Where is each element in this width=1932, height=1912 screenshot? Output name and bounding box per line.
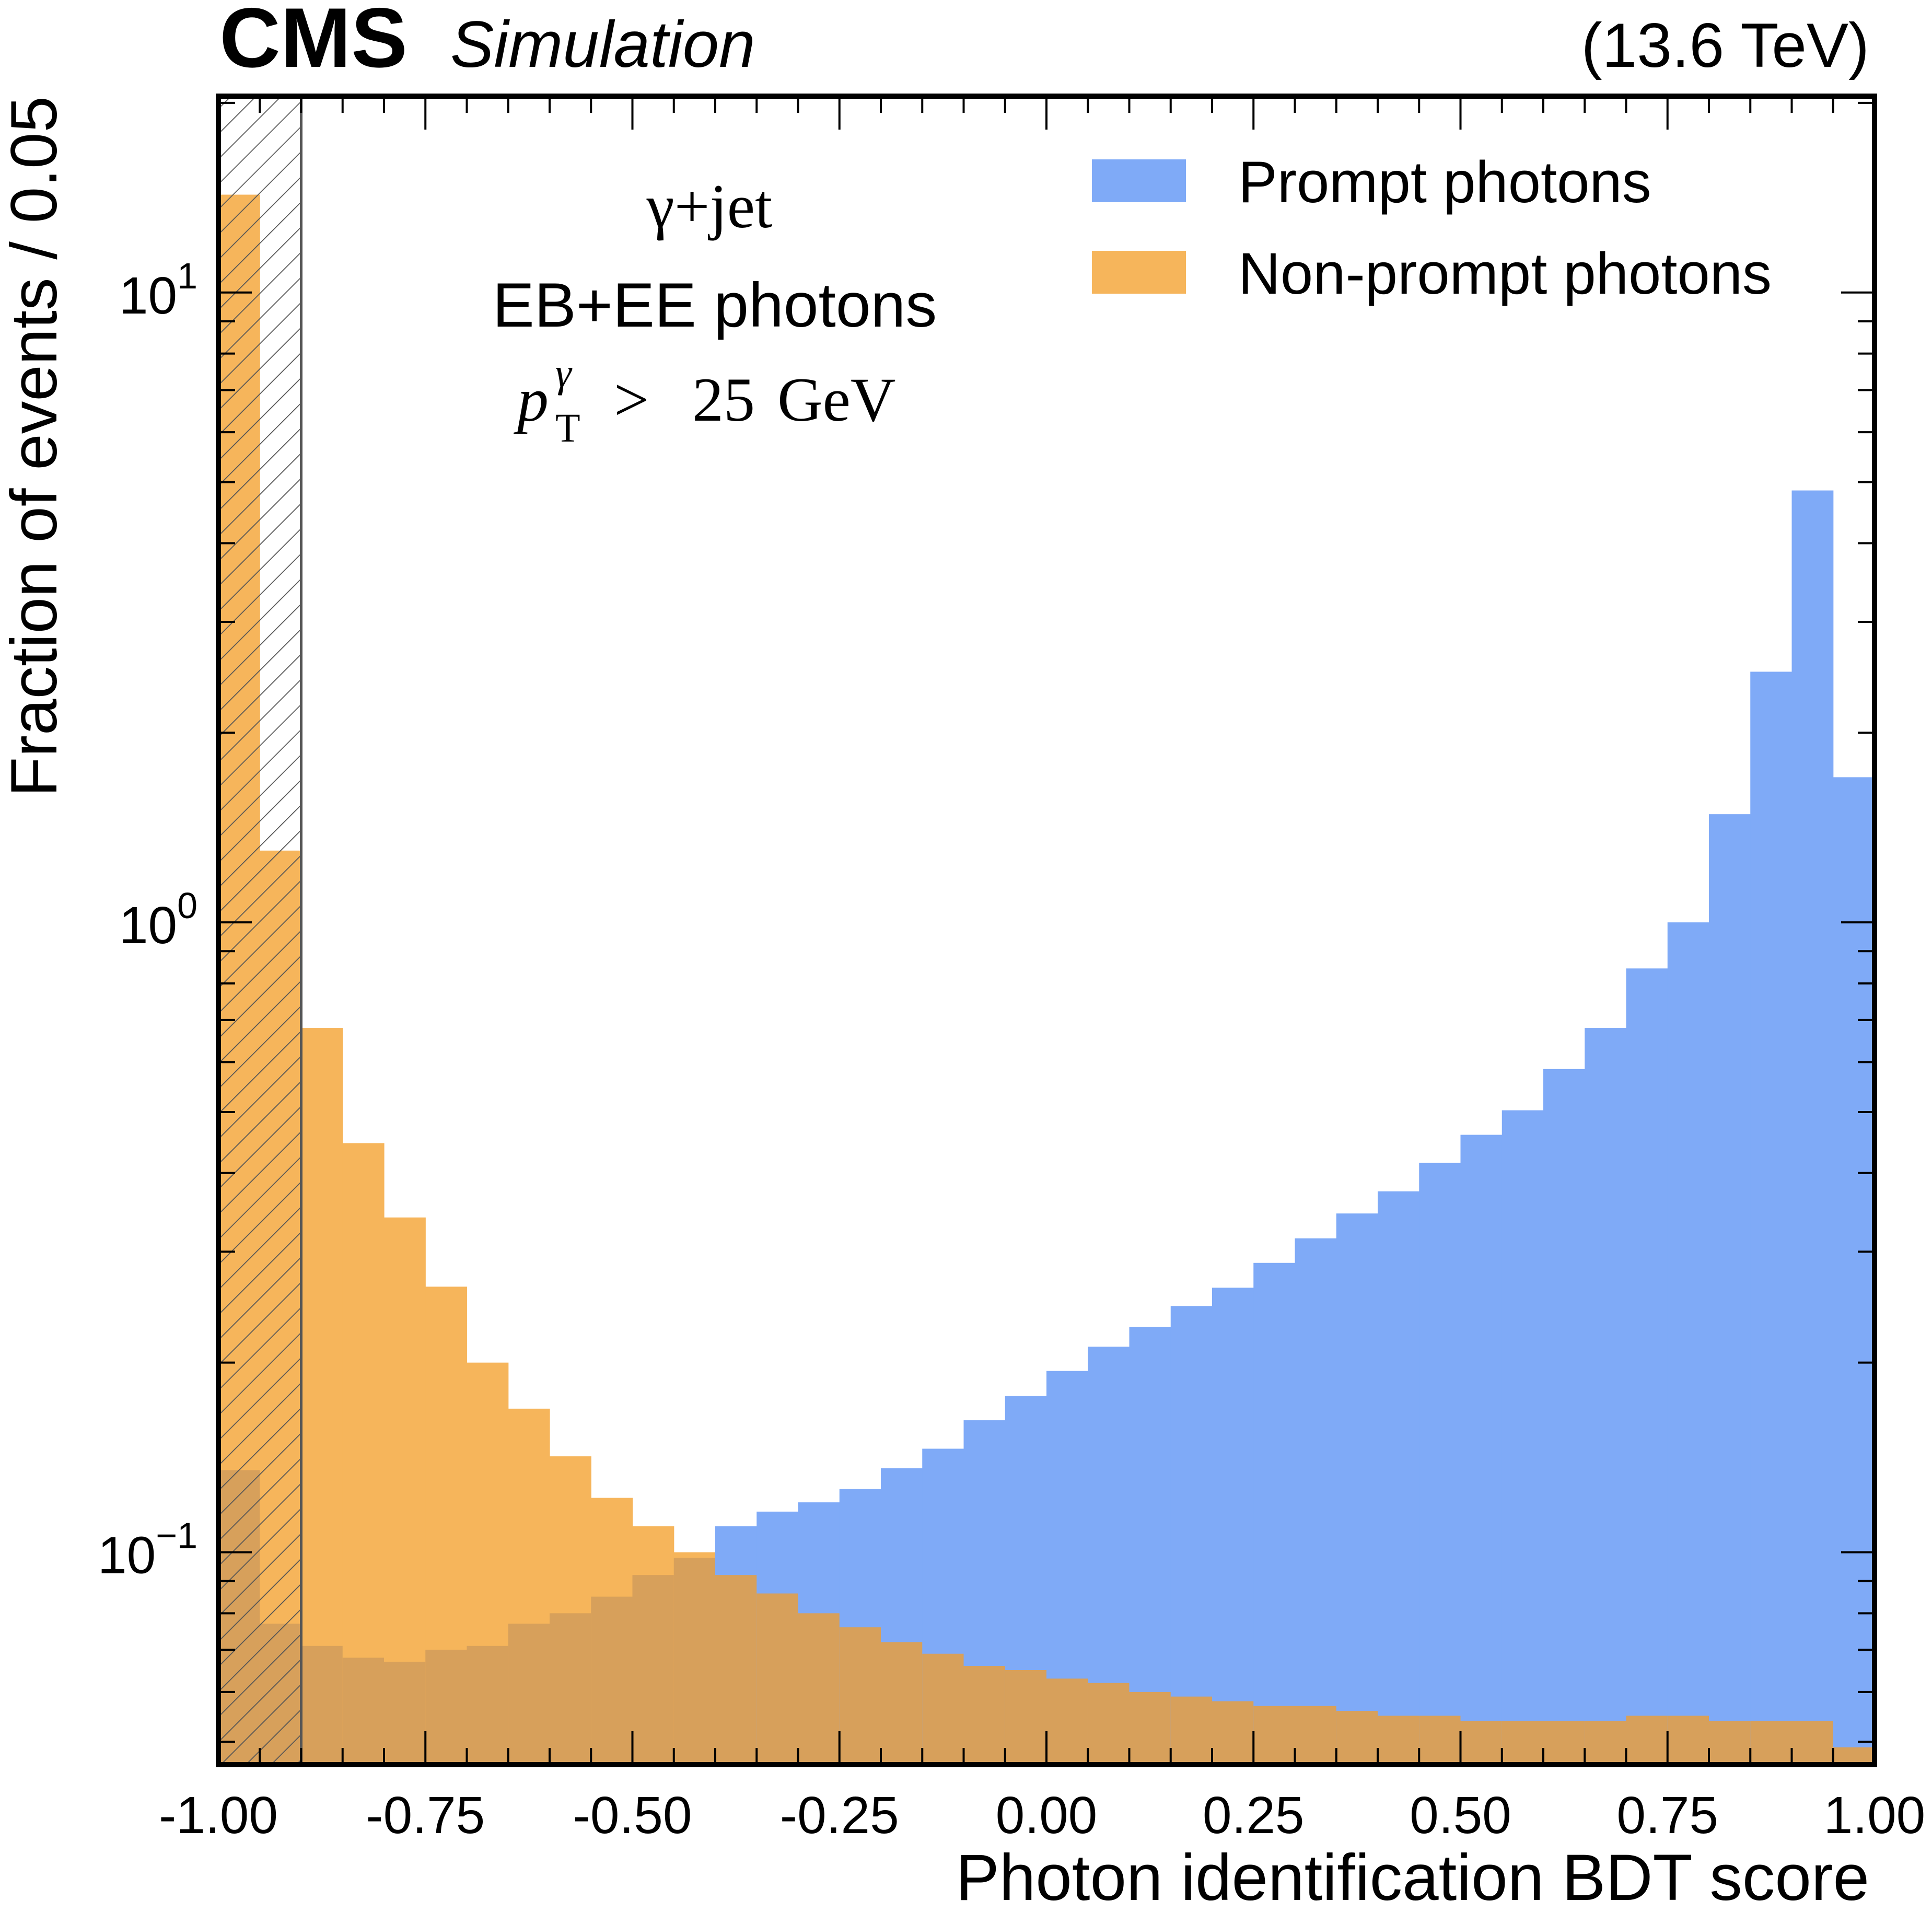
bar-overlap-39 — [1833, 1747, 1875, 1765]
x-tick-label-4: 0.00 — [996, 1786, 1098, 1845]
bar-prompt-32 — [1543, 1069, 1585, 1765]
legend-swatch-prompt — [1092, 159, 1186, 202]
x-tick-labels: -1.00 -0.75 -0.50 -0.25 0.00 0.25 0.50 0.75 1.00 — [159, 1786, 1925, 1845]
bar-overlap-33 — [1585, 1721, 1627, 1765]
x-tick-label-7: 0.75 — [1616, 1786, 1718, 1845]
legend-label-prompt: Prompt photons — [1238, 149, 1651, 215]
process-annotation: γ+jet — [646, 171, 773, 241]
bar-overlap-31 — [1502, 1721, 1544, 1765]
x-tick-label-0: -1.00 — [159, 1786, 278, 1845]
bar-prompt-38 — [1791, 490, 1834, 1765]
cut-operator: > — [614, 365, 649, 434]
bar-prompt-35 — [1667, 922, 1709, 1765]
bar-prompt-37 — [1750, 671, 1793, 1765]
bar-prompt-22 — [1129, 1327, 1171, 1765]
bar-prompt-30 — [1460, 1134, 1503, 1765]
excluded-region-hatch — [217, 95, 302, 1766]
x-tick-label-5: 0.25 — [1203, 1786, 1305, 1845]
bar-prompt-24 — [1212, 1288, 1254, 1765]
bar-prompt-26 — [1295, 1238, 1337, 1765]
energy-label: (13.6 TeV) — [1581, 10, 1869, 80]
histogram-bars — [218, 194, 1875, 1765]
x-axis-title: Photon identification BDT score — [956, 1841, 1869, 1912]
bar-prompt-36 — [1709, 814, 1751, 1765]
x-tick-label-6: 0.50 — [1410, 1786, 1511, 1845]
bar-prompt-39 — [1833, 777, 1875, 1765]
bar-prompt-31 — [1502, 1110, 1544, 1765]
y-tick-label-1: 100 — [119, 885, 197, 955]
bar-overlap-12 — [715, 1575, 757, 1765]
x-tick-label-8: 1.00 — [1824, 1786, 1926, 1845]
bar-overlap-19 — [1005, 1670, 1047, 1765]
cut-value: 25 — [692, 365, 755, 434]
bar-prompt-25 — [1253, 1262, 1296, 1765]
bar-overlap-25 — [1253, 1706, 1296, 1765]
bar-prompt-28 — [1378, 1191, 1419, 1765]
bar-overlap-27 — [1336, 1711, 1378, 1765]
y-tick-label-0: 101 — [119, 256, 197, 325]
legend-label-nonprompt: Non-prompt photons — [1238, 241, 1772, 306]
bar-overlap-9 — [591, 1596, 633, 1765]
pt-cut-annotation: p γ T > 25 GeV — [513, 350, 896, 450]
bar-overlap-10 — [632, 1575, 674, 1765]
y-axis-title: Fraction of events / 0.05 — [0, 96, 71, 797]
y-tick-label-2: 10−1 — [98, 1515, 197, 1585]
bar-overlap-18 — [963, 1666, 1006, 1765]
cut-subscript: T — [555, 405, 580, 450]
bar-overlap-2 — [301, 1646, 343, 1765]
bar-overlap-13 — [756, 1593, 799, 1765]
bar-overlap-23 — [1170, 1696, 1213, 1765]
bar-prompt-27 — [1336, 1213, 1378, 1765]
bar-prompt-23 — [1170, 1306, 1213, 1765]
experiment-label: CMS — [219, 0, 408, 85]
bar-overlap-30 — [1460, 1721, 1503, 1765]
bar-overlap-21 — [1088, 1683, 1130, 1765]
legend: Prompt photons Non-prompt photons — [1092, 149, 1772, 306]
bar-overlap-29 — [1419, 1716, 1461, 1765]
plot-frame — [216, 94, 1877, 1767]
region-annotation: EB+EE photons — [493, 270, 937, 340]
status-label: Simulation — [450, 8, 755, 81]
bar-overlap-34 — [1626, 1716, 1668, 1765]
bar-overlap-26 — [1295, 1706, 1337, 1765]
bar-overlap-11 — [673, 1558, 716, 1765]
bar-overlap-17 — [922, 1653, 964, 1765]
bar-overlap-32 — [1543, 1721, 1585, 1765]
bar-prompt-33 — [1585, 1028, 1627, 1765]
bar-overlap-22 — [1129, 1691, 1171, 1765]
bar-nonprompt-2 — [301, 1028, 343, 1765]
x-tick-label-2: -0.50 — [573, 1786, 692, 1845]
cut-superscript: γ — [555, 350, 573, 396]
cut-unit: GeV — [777, 365, 896, 434]
bar-overlap-28 — [1378, 1716, 1419, 1765]
cut-variable: p — [513, 365, 549, 434]
y-tick-labels: 101 100 10−1 — [98, 256, 197, 1585]
legend-swatch-nonprompt — [1092, 251, 1186, 294]
bar-overlap-4 — [384, 1662, 426, 1765]
bar-overlap-35 — [1667, 1716, 1709, 1765]
bar-overlap-7 — [508, 1624, 550, 1765]
bar-overlap-5 — [425, 1650, 468, 1765]
bar-overlap-8 — [550, 1613, 591, 1765]
bar-overlap-24 — [1212, 1701, 1254, 1765]
bar-overlap-37 — [1750, 1721, 1793, 1765]
x-tick-label-1: -0.75 — [366, 1786, 485, 1845]
bar-prompt-29 — [1419, 1163, 1461, 1765]
bar-overlap-3 — [342, 1658, 385, 1765]
bar-overlap-36 — [1709, 1721, 1751, 1765]
bar-overlap-14 — [798, 1613, 840, 1765]
bar-overlap-38 — [1791, 1721, 1834, 1765]
bar-overlap-15 — [839, 1627, 881, 1765]
bar-prompt-34 — [1626, 968, 1668, 1765]
bar-overlap-20 — [1046, 1678, 1088, 1765]
bar-overlap-16 — [881, 1642, 923, 1765]
x-tick-label-3: -0.25 — [780, 1786, 899, 1845]
bar-overlap-6 — [467, 1646, 509, 1765]
